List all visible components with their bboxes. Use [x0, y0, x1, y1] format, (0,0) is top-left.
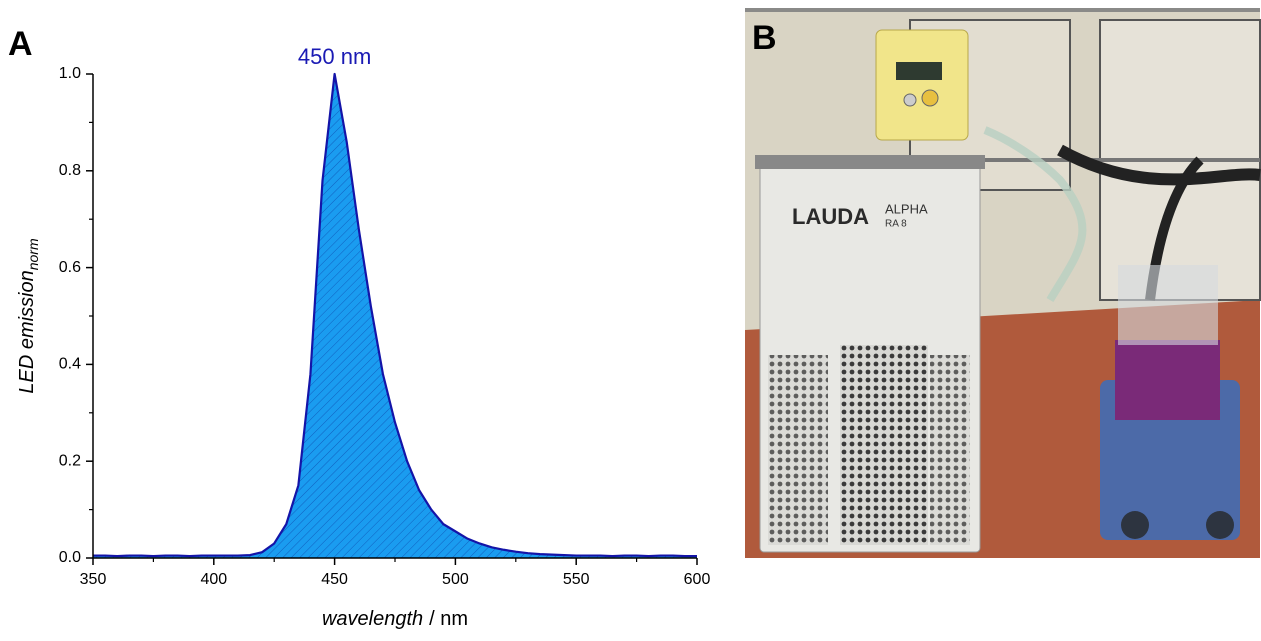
y-tick-label: 0.0 — [59, 549, 81, 566]
glassware — [1118, 265, 1218, 345]
y-tick-label: 0.4 — [59, 356, 81, 373]
controller — [875, 29, 969, 141]
y-tick-label: 0.2 — [59, 452, 81, 469]
photo: LAUDA ALPHA RA 8 — [745, 8, 1261, 558]
tubing — [983, 126, 1087, 303]
frame — [745, 8, 1260, 12]
y-axis-title: LED emissionnorm — [16, 238, 40, 394]
x-axis-title-main: wavelength — [322, 608, 423, 630]
y-tick-label: 1.0 — [59, 65, 81, 82]
photo-text: RA 8 — [885, 219, 907, 230]
annotation: 450 nm — [298, 44, 371, 69]
y-tick-label: 0.8 — [59, 162, 81, 179]
button — [921, 89, 939, 107]
knob — [1206, 511, 1234, 539]
button — [903, 93, 917, 107]
reactor-block — [1115, 340, 1220, 420]
vent — [840, 345, 928, 545]
x-tick-label: 550 — [563, 571, 590, 588]
x-axis-title-unit: / nm — [429, 608, 468, 630]
line — [93, 72, 697, 558]
x-tick-label: 600 — [684, 571, 711, 588]
x-tick-label: 400 — [200, 571, 227, 588]
y-axis-title-sub: norm — [25, 238, 41, 270]
y-axis-title-main: LED emission — [16, 270, 38, 393]
thermostat-lid — [755, 155, 985, 169]
area — [93, 74, 697, 558]
hose — [1057, 144, 1261, 186]
photo-text: LAUDA — [792, 204, 869, 229]
x-axis-title: wavelength / nm — [322, 608, 468, 630]
x-tick-label: 450 — [321, 571, 348, 588]
knob — [1121, 511, 1149, 539]
photo-text: ALPHA — [885, 201, 928, 216]
vent — [930, 355, 970, 545]
panel-label: A — [8, 25, 33, 63]
panel-label: B — [752, 19, 777, 57]
x-tick-label: 350 — [80, 571, 107, 588]
y-tick-label: 0.6 — [59, 259, 81, 276]
display — [896, 62, 942, 80]
x-tick-label: 500 — [442, 571, 469, 588]
vent — [768, 355, 828, 545]
